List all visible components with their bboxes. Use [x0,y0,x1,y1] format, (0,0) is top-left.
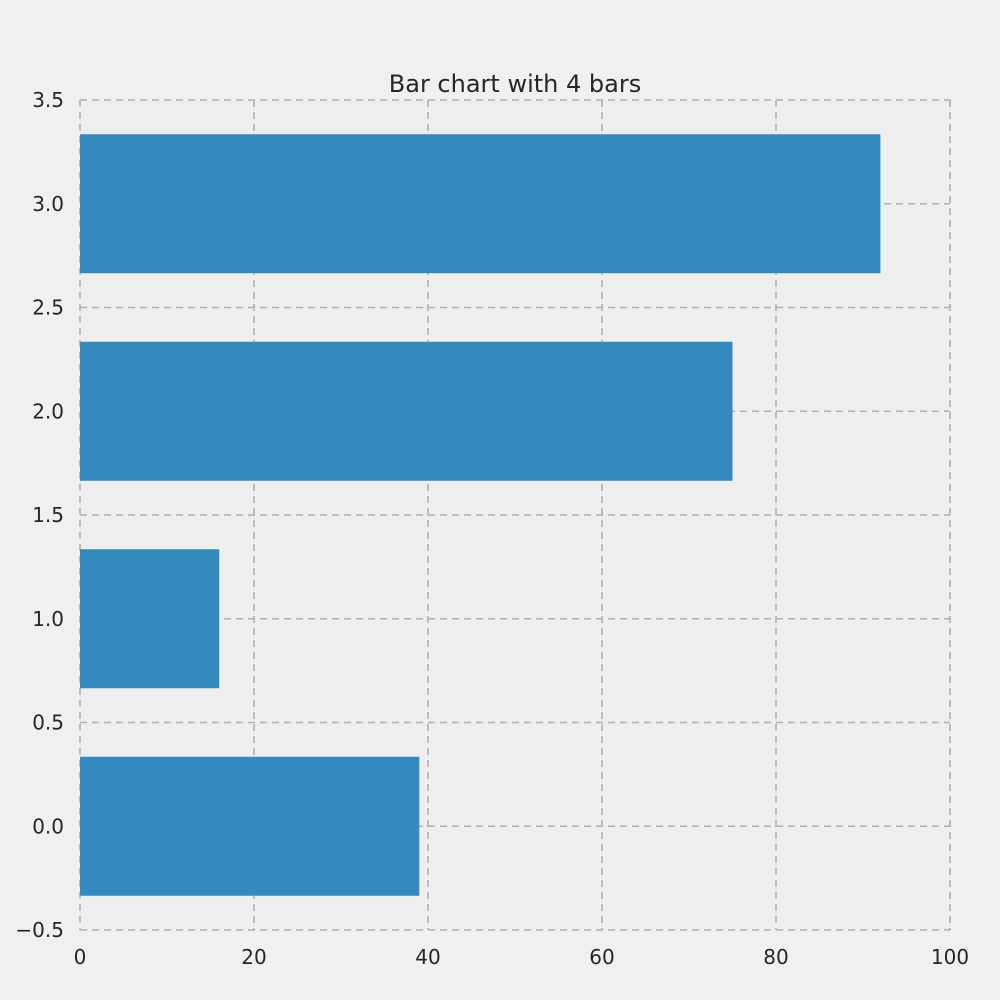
y-tick-label: 3.5 [32,88,64,112]
x-tick-label: 80 [763,945,788,969]
y-tick-labels: −0.5 0.0 0.5 1.0 1.5 2.0 2.5 3.0 3.5 [15,88,64,942]
y-tick-label: 1.5 [32,503,64,527]
y-tick-label: 0.5 [32,711,64,735]
bar [80,549,220,689]
bars [80,134,881,896]
x-tick-label: 60 [589,945,614,969]
bar [80,756,420,896]
y-tick-label: 2.0 [32,399,64,423]
y-tick-label: −0.5 [15,918,64,942]
bar [80,134,881,274]
chart-title: Bar chart with 4 bars [389,70,641,98]
x-tick-label: 100 [931,945,969,969]
x-tick-label: 20 [241,945,266,969]
x-tick-labels: 0 20 40 60 80 100 [74,945,969,969]
x-tick-label: 0 [74,945,87,969]
x-tick-label: 40 [415,945,440,969]
y-tick-label: 1.0 [32,607,64,631]
y-tick-label: 3.0 [32,192,64,216]
y-tick-label: 0.0 [32,814,64,838]
y-tick-label: 2.5 [32,296,64,320]
bar [80,341,733,481]
